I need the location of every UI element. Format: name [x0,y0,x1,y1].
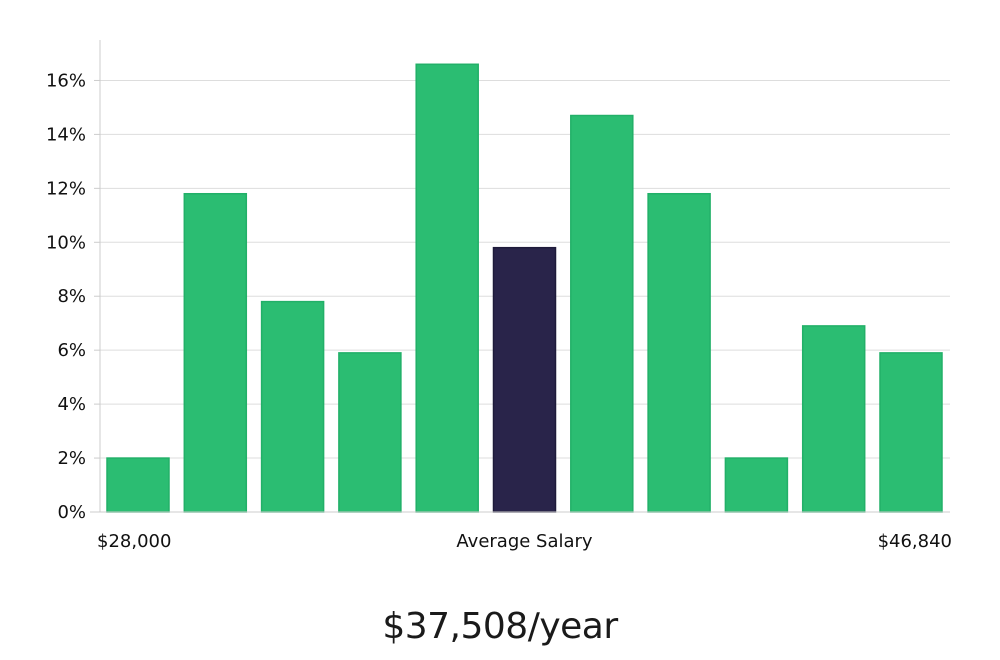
y-tick-label: 6% [57,340,86,361]
bar [570,114,634,513]
y-axis-ticks: 0% 2% 4% 6% 8% 10% 12% 14% 16% [46,70,100,523]
bar [724,457,789,513]
x-label-min: $28,000 [97,531,171,552]
y-tick-label: 10% [46,232,86,253]
bar [106,457,170,513]
y-tick-label: 8% [57,286,86,307]
y-tick-label: 12% [46,178,86,199]
bar [647,192,711,513]
bar [338,352,402,513]
bar [879,352,943,513]
bar [801,325,866,513]
x-label-average: Average Salary [456,531,593,552]
average-salary-value: $37,508/year [382,606,618,647]
y-tick-label: 16% [46,70,86,91]
x-label-max: $46,840 [878,531,952,552]
bars [106,63,943,513]
y-tick-label: 2% [57,448,86,469]
y-tick-label: 4% [57,394,86,415]
bar [260,300,325,513]
bar [183,192,248,513]
bar [415,63,479,513]
y-tick-label: 0% [57,502,86,523]
salary-histogram: 0% 2% 4% 6% 8% 10% 12% 14% 16% $28,000 Average S… [46,40,952,552]
y-tick-label: 14% [46,124,86,145]
bar-average [492,246,557,513]
